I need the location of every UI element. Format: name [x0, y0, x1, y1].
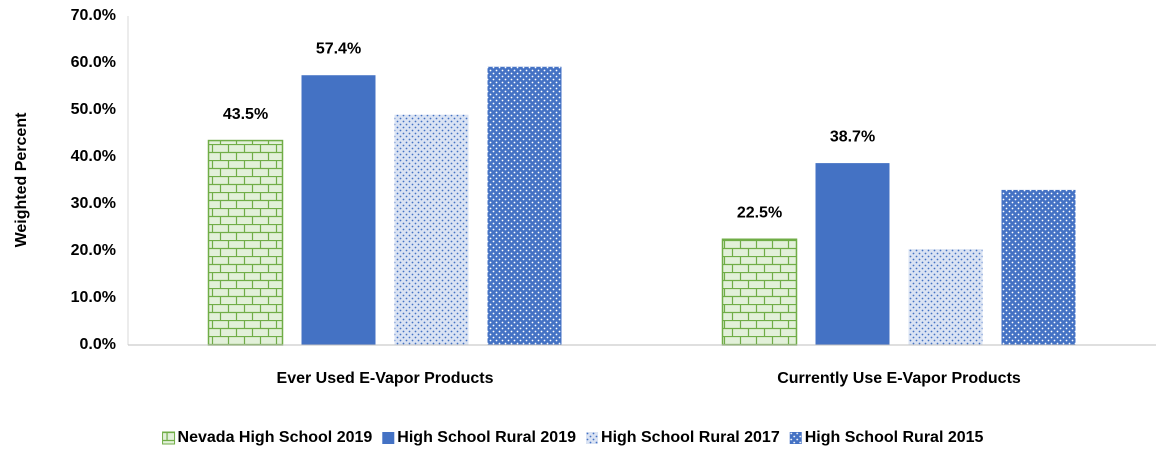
bar — [487, 66, 562, 345]
x-tick-label: Currently Use E-Vapor Products — [777, 370, 1021, 387]
y-tick-label: 40.0% — [71, 148, 116, 165]
bar — [394, 114, 469, 345]
y-tick-label: 70.0% — [71, 7, 116, 24]
data-label: 38.7% — [830, 128, 875, 145]
legend-swatch — [586, 432, 599, 444]
y-tick-label: 30.0% — [71, 195, 116, 212]
legend-item: High School Rural 2015 — [789, 429, 984, 446]
legend-swatch — [162, 431, 176, 445]
data-label: 57.4% — [316, 40, 361, 57]
y-tick-label: 20.0% — [71, 242, 116, 259]
legend-label: High School Rural 2015 — [805, 429, 984, 446]
bar — [1001, 189, 1076, 345]
legend-item: High School Rural 2017 — [586, 429, 780, 446]
bar — [721, 238, 798, 346]
legend-label: Nevada High School 2019 — [178, 429, 373, 446]
legend-swatch — [382, 432, 395, 444]
y-tick-label: 50.0% — [71, 101, 116, 118]
data-label: 43.5% — [223, 106, 268, 123]
legend-swatch — [789, 432, 802, 444]
bar — [815, 163, 890, 345]
data-label: 22.5% — [737, 204, 782, 221]
legend-item: Nevada High School 2019 — [162, 429, 373, 446]
y-axis-label: Weighted Percent — [13, 112, 30, 248]
bar — [301, 75, 376, 345]
y-tick-label: 0.0% — [80, 336, 116, 353]
bar — [207, 139, 284, 346]
bar — [908, 249, 983, 345]
legend-item: High School Rural 2019 — [382, 429, 576, 446]
y-tick-label: 10.0% — [71, 289, 116, 306]
y-tick-label: 60.0% — [71, 54, 116, 71]
legend-label: High School Rural 2017 — [601, 429, 780, 446]
legend-label: High School Rural 2019 — [397, 429, 576, 446]
x-tick-label: Ever Used E-Vapor Products — [277, 370, 494, 387]
